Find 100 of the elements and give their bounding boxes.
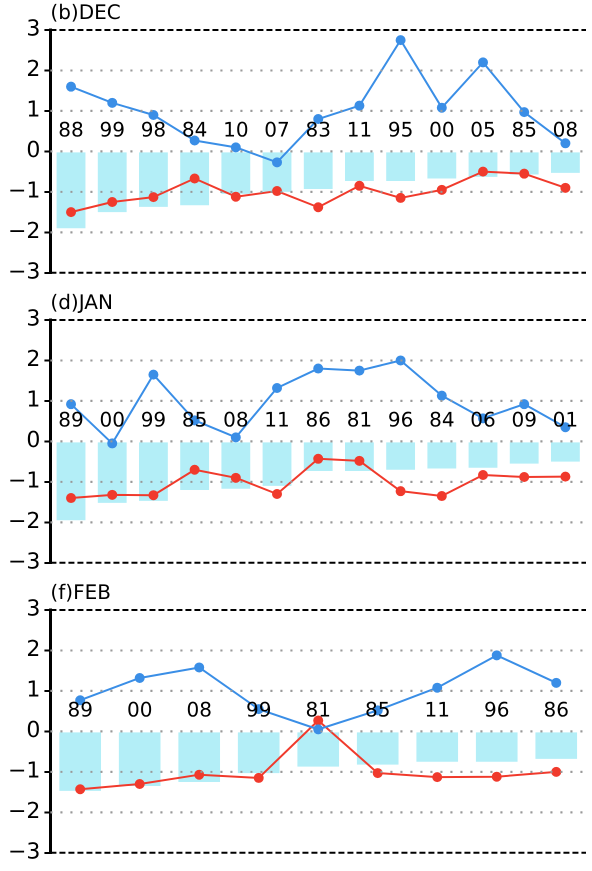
- y-tick-label: −1: [8, 178, 40, 204]
- y-tick-label: 1: [26, 388, 40, 413]
- point: [107, 196, 118, 207]
- y-tick-label: 2: [26, 637, 40, 662]
- point: [190, 174, 200, 184]
- point: [478, 470, 488, 480]
- y-tick-label: −2: [8, 799, 40, 824]
- point: [492, 650, 502, 660]
- y-tick-label: 0: [26, 428, 40, 454]
- point: [354, 366, 364, 376]
- y-tick-label: 0: [26, 718, 40, 744]
- chart-title: (b)DEC: [50, 0, 121, 24]
- point: [436, 102, 447, 113]
- chart-title: (f)FEB: [50, 580, 111, 604]
- y-tick-label: 0: [26, 138, 40, 164]
- x-tick-label: 88: [58, 118, 84, 142]
- point: [519, 168, 530, 179]
- x-tick-label: 89: [67, 698, 93, 722]
- point: [107, 490, 118, 500]
- y-tick-label: 2: [26, 57, 40, 82]
- y-tick-label: 3: [26, 596, 40, 622]
- point: [551, 678, 562, 688]
- point: [519, 472, 530, 482]
- x-tick-label: 10: [223, 118, 249, 142]
- x-tick-label: 96: [484, 698, 510, 722]
- x-tick-label: 00: [429, 118, 455, 142]
- y-tick-label: −2: [8, 509, 40, 534]
- x-tick-label: 95: [388, 118, 414, 142]
- y-tick-label: 3: [26, 16, 40, 42]
- point: [230, 192, 241, 202]
- point: [432, 772, 442, 782]
- point: [148, 192, 158, 202]
- point: [66, 82, 76, 92]
- point: [436, 491, 447, 502]
- point: [66, 399, 76, 410]
- chart-title: (d)JAN: [50, 290, 113, 314]
- x-tick-label: 09: [511, 408, 537, 432]
- x-tick-label: 83: [305, 118, 331, 142]
- y-tick-label: −3: [8, 840, 40, 865]
- point: [254, 772, 264, 783]
- x-tick-label: 07: [264, 118, 290, 142]
- point: [134, 672, 145, 683]
- x-tick-label: 08: [186, 698, 212, 722]
- x-tick-label: 00: [100, 408, 125, 432]
- point: [560, 472, 570, 482]
- point: [478, 57, 488, 68]
- x-tick-label: 05: [470, 118, 496, 142]
- y-tick-label: 2: [26, 347, 40, 372]
- point: [396, 35, 406, 46]
- point: [478, 166, 488, 177]
- point: [148, 490, 158, 500]
- x-tick-label: 08: [552, 118, 578, 142]
- point: [194, 770, 204, 780]
- y-tick-label: −2: [8, 219, 40, 244]
- x-tick-label: 11: [346, 118, 372, 142]
- x-tick-label: 84: [182, 118, 208, 142]
- point: [436, 390, 447, 401]
- point: [194, 662, 204, 672]
- point: [432, 682, 442, 693]
- x-tick-label: 84: [429, 408, 455, 432]
- x-tick-label: 08: [223, 408, 249, 432]
- x-tick-label: 99: [100, 118, 125, 142]
- x-tick-label: 96: [388, 408, 414, 432]
- point: [313, 724, 324, 734]
- point: [519, 107, 530, 118]
- y-tick-label: 1: [26, 98, 40, 123]
- x-tick-label: 86: [305, 408, 331, 432]
- point: [372, 768, 383, 778]
- y-tick-label: −1: [8, 758, 40, 784]
- x-tick-label: 81: [346, 408, 372, 432]
- point: [436, 184, 447, 195]
- point: [396, 192, 406, 203]
- point: [272, 186, 282, 196]
- x-tick-label: 85: [511, 118, 537, 142]
- point: [75, 784, 86, 794]
- y-tick-label: −3: [8, 550, 40, 575]
- point: [354, 100, 364, 111]
- point: [560, 138, 570, 148]
- y-tick-label: 1: [26, 678, 40, 703]
- point: [230, 472, 241, 483]
- point: [272, 382, 282, 393]
- point: [66, 493, 76, 504]
- x-tick-label: 81: [305, 698, 331, 722]
- point: [272, 157, 282, 168]
- y-tick-label: 3: [26, 306, 40, 332]
- point: [148, 370, 158, 380]
- x-tick-label: 99: [140, 408, 166, 432]
- point: [313, 202, 324, 212]
- point: [354, 180, 364, 191]
- y-tick-label: −3: [8, 260, 40, 285]
- x-tick-label: 98: [140, 118, 166, 142]
- point: [519, 399, 530, 410]
- point: [190, 464, 200, 475]
- point: [66, 207, 76, 218]
- point: [148, 110, 158, 120]
- point: [560, 182, 570, 193]
- x-tick-label: 11: [264, 408, 290, 432]
- x-tick-label: 86: [544, 698, 569, 722]
- point: [551, 766, 562, 777]
- point: [272, 489, 282, 500]
